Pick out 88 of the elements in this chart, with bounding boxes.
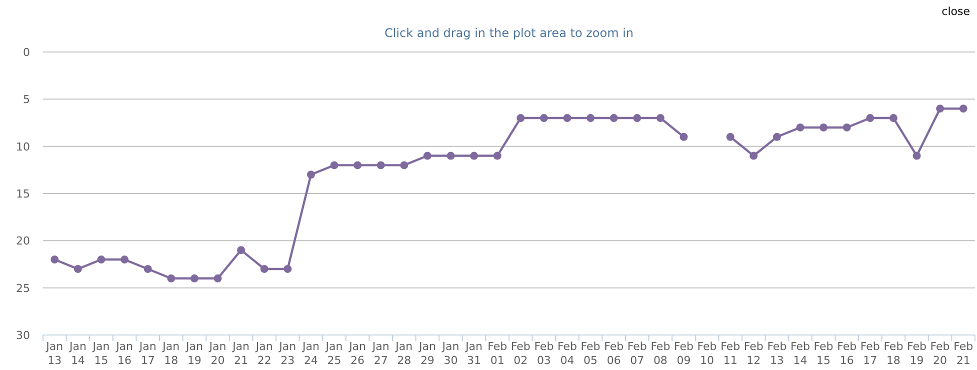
point: [680, 132, 688, 141]
y-tick-label: 25: [16, 282, 30, 295]
x-tick-label: Feb 21: [954, 340, 974, 367]
x-tick-label: Jan 14: [68, 340, 86, 367]
point: [772, 132, 781, 141]
point: [376, 161, 385, 170]
point: [74, 264, 82, 273]
x-tick-label: Jan 29: [418, 340, 436, 367]
y-tick-label: 15: [16, 188, 30, 200]
x-tick-label: Jan 31: [464, 340, 483, 367]
point: [866, 114, 874, 122]
point: [470, 152, 478, 160]
x-tick-label: Feb 11: [720, 340, 740, 367]
x-tick-label: Feb 18: [884, 340, 904, 367]
point: [563, 114, 572, 122]
point: [354, 161, 362, 170]
point: [586, 114, 595, 122]
x-tick-label: Feb 10: [697, 340, 717, 367]
point: [516, 114, 525, 122]
point: [306, 170, 315, 179]
chart-subtitle: Click and drag in the plot area to zoom in: [384, 26, 634, 40]
point: [97, 256, 106, 264]
x-tick-label: Jan 23: [278, 340, 296, 367]
point: [656, 114, 664, 122]
x-tick-label: Jan 17: [138, 340, 156, 367]
point: [144, 264, 152, 273]
x-tick-label: Jan 25: [324, 340, 343, 367]
point: [120, 256, 129, 264]
point: [959, 104, 968, 113]
y-tick-label: 5: [23, 93, 30, 106]
point: [167, 274, 176, 282]
point: [423, 152, 432, 160]
x-tick-label: Jan 30: [441, 340, 460, 367]
x-tick-label: Jan 18: [162, 340, 180, 367]
x-tick-label: Feb 05: [580, 340, 600, 367]
point: [633, 114, 642, 122]
x-tick-label: Feb 16: [837, 340, 857, 367]
x-tick-label: Jan 22: [254, 340, 273, 367]
x-tick-label: Jan 24: [301, 340, 320, 367]
x-tick-label: Jan 13: [45, 340, 64, 367]
x-tick-label: Feb 03: [534, 340, 554, 367]
point: [237, 246, 246, 254]
y-tick-label: 0: [23, 46, 30, 59]
x-tick-label: Feb 09: [674, 340, 694, 367]
text: close: [942, 5, 970, 18]
point: [936, 104, 944, 113]
point: [446, 152, 455, 160]
x-tick-label: Jan 20: [208, 340, 226, 367]
point: [214, 274, 222, 282]
x-tick-label: Feb 06: [604, 340, 624, 367]
x-tick-label: Jan 28: [394, 340, 413, 367]
point: [260, 264, 268, 273]
point: [726, 132, 734, 141]
x-tick-label: Jan 15: [92, 340, 110, 367]
x-tick-label: Feb 04: [558, 340, 577, 367]
point: [610, 114, 618, 122]
y-tick-label: 20: [16, 234, 30, 248]
x-tick-label: Feb 13: [767, 340, 787, 367]
x-tick-label: Feb 15: [814, 340, 834, 367]
point: [50, 256, 59, 264]
point: [540, 114, 548, 122]
y-tick-label: 10: [16, 140, 30, 154]
x-tick-label: Feb 01: [488, 340, 508, 367]
x-tick-label: Jan 16: [115, 340, 134, 367]
x-tick-label: Feb 08: [650, 340, 670, 367]
point: [330, 161, 338, 170]
y-tick-label: 30: [16, 329, 30, 342]
point: [889, 114, 898, 122]
x-tick-label: Jan 26: [348, 340, 366, 367]
point: [400, 161, 408, 170]
point: [912, 152, 921, 160]
x-tick-label: Feb 02: [510, 340, 530, 367]
x-tick-label: Feb 20: [930, 340, 950, 367]
x-tick-label: Feb 17: [860, 340, 880, 367]
point: [493, 152, 502, 160]
x-tick-label: Jan 21: [232, 340, 250, 367]
x-tick-label: Jan 19: [184, 340, 203, 367]
x-tick-label: Feb 14: [790, 340, 810, 367]
x-tick-label: Feb 19: [907, 340, 926, 367]
point: [750, 152, 758, 160]
point: [796, 123, 804, 132]
point: [190, 274, 198, 282]
point: [820, 123, 828, 132]
point: [842, 123, 851, 132]
x-tick-label: Feb 12: [744, 340, 764, 367]
x-tick-label: Feb 07: [627, 340, 647, 367]
point: [284, 264, 292, 273]
x-tick-label: Jan 27: [371, 340, 390, 367]
